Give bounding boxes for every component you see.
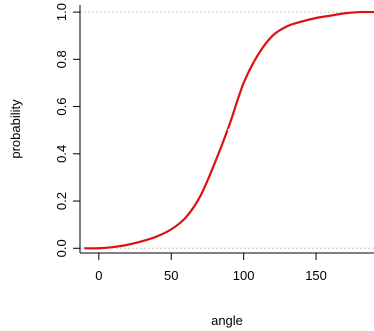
x-tick-label: 100 [233,268,255,283]
y-tick-label: 0.4 [54,145,69,163]
y-tick-label: 0.8 [54,50,69,68]
midpoint-marker [227,128,231,132]
x-tick-label: 0 [95,268,102,283]
y-tick-label: 0.6 [54,98,69,116]
axes: 0 50 100 150 0.0 0.2 0.4 0.6 0.8 1.0 [54,3,374,283]
y-tick-label: 0.0 [54,239,69,257]
y-tick-label: 1.0 [54,3,69,21]
x-axis-label: angle [211,313,243,328]
y-tick-label: 0.2 [54,192,69,210]
series-line [84,10,374,250]
y-axis-label: probability [8,99,23,159]
x-tick-label: 50 [164,268,178,283]
x-tick-label: 150 [305,268,327,283]
